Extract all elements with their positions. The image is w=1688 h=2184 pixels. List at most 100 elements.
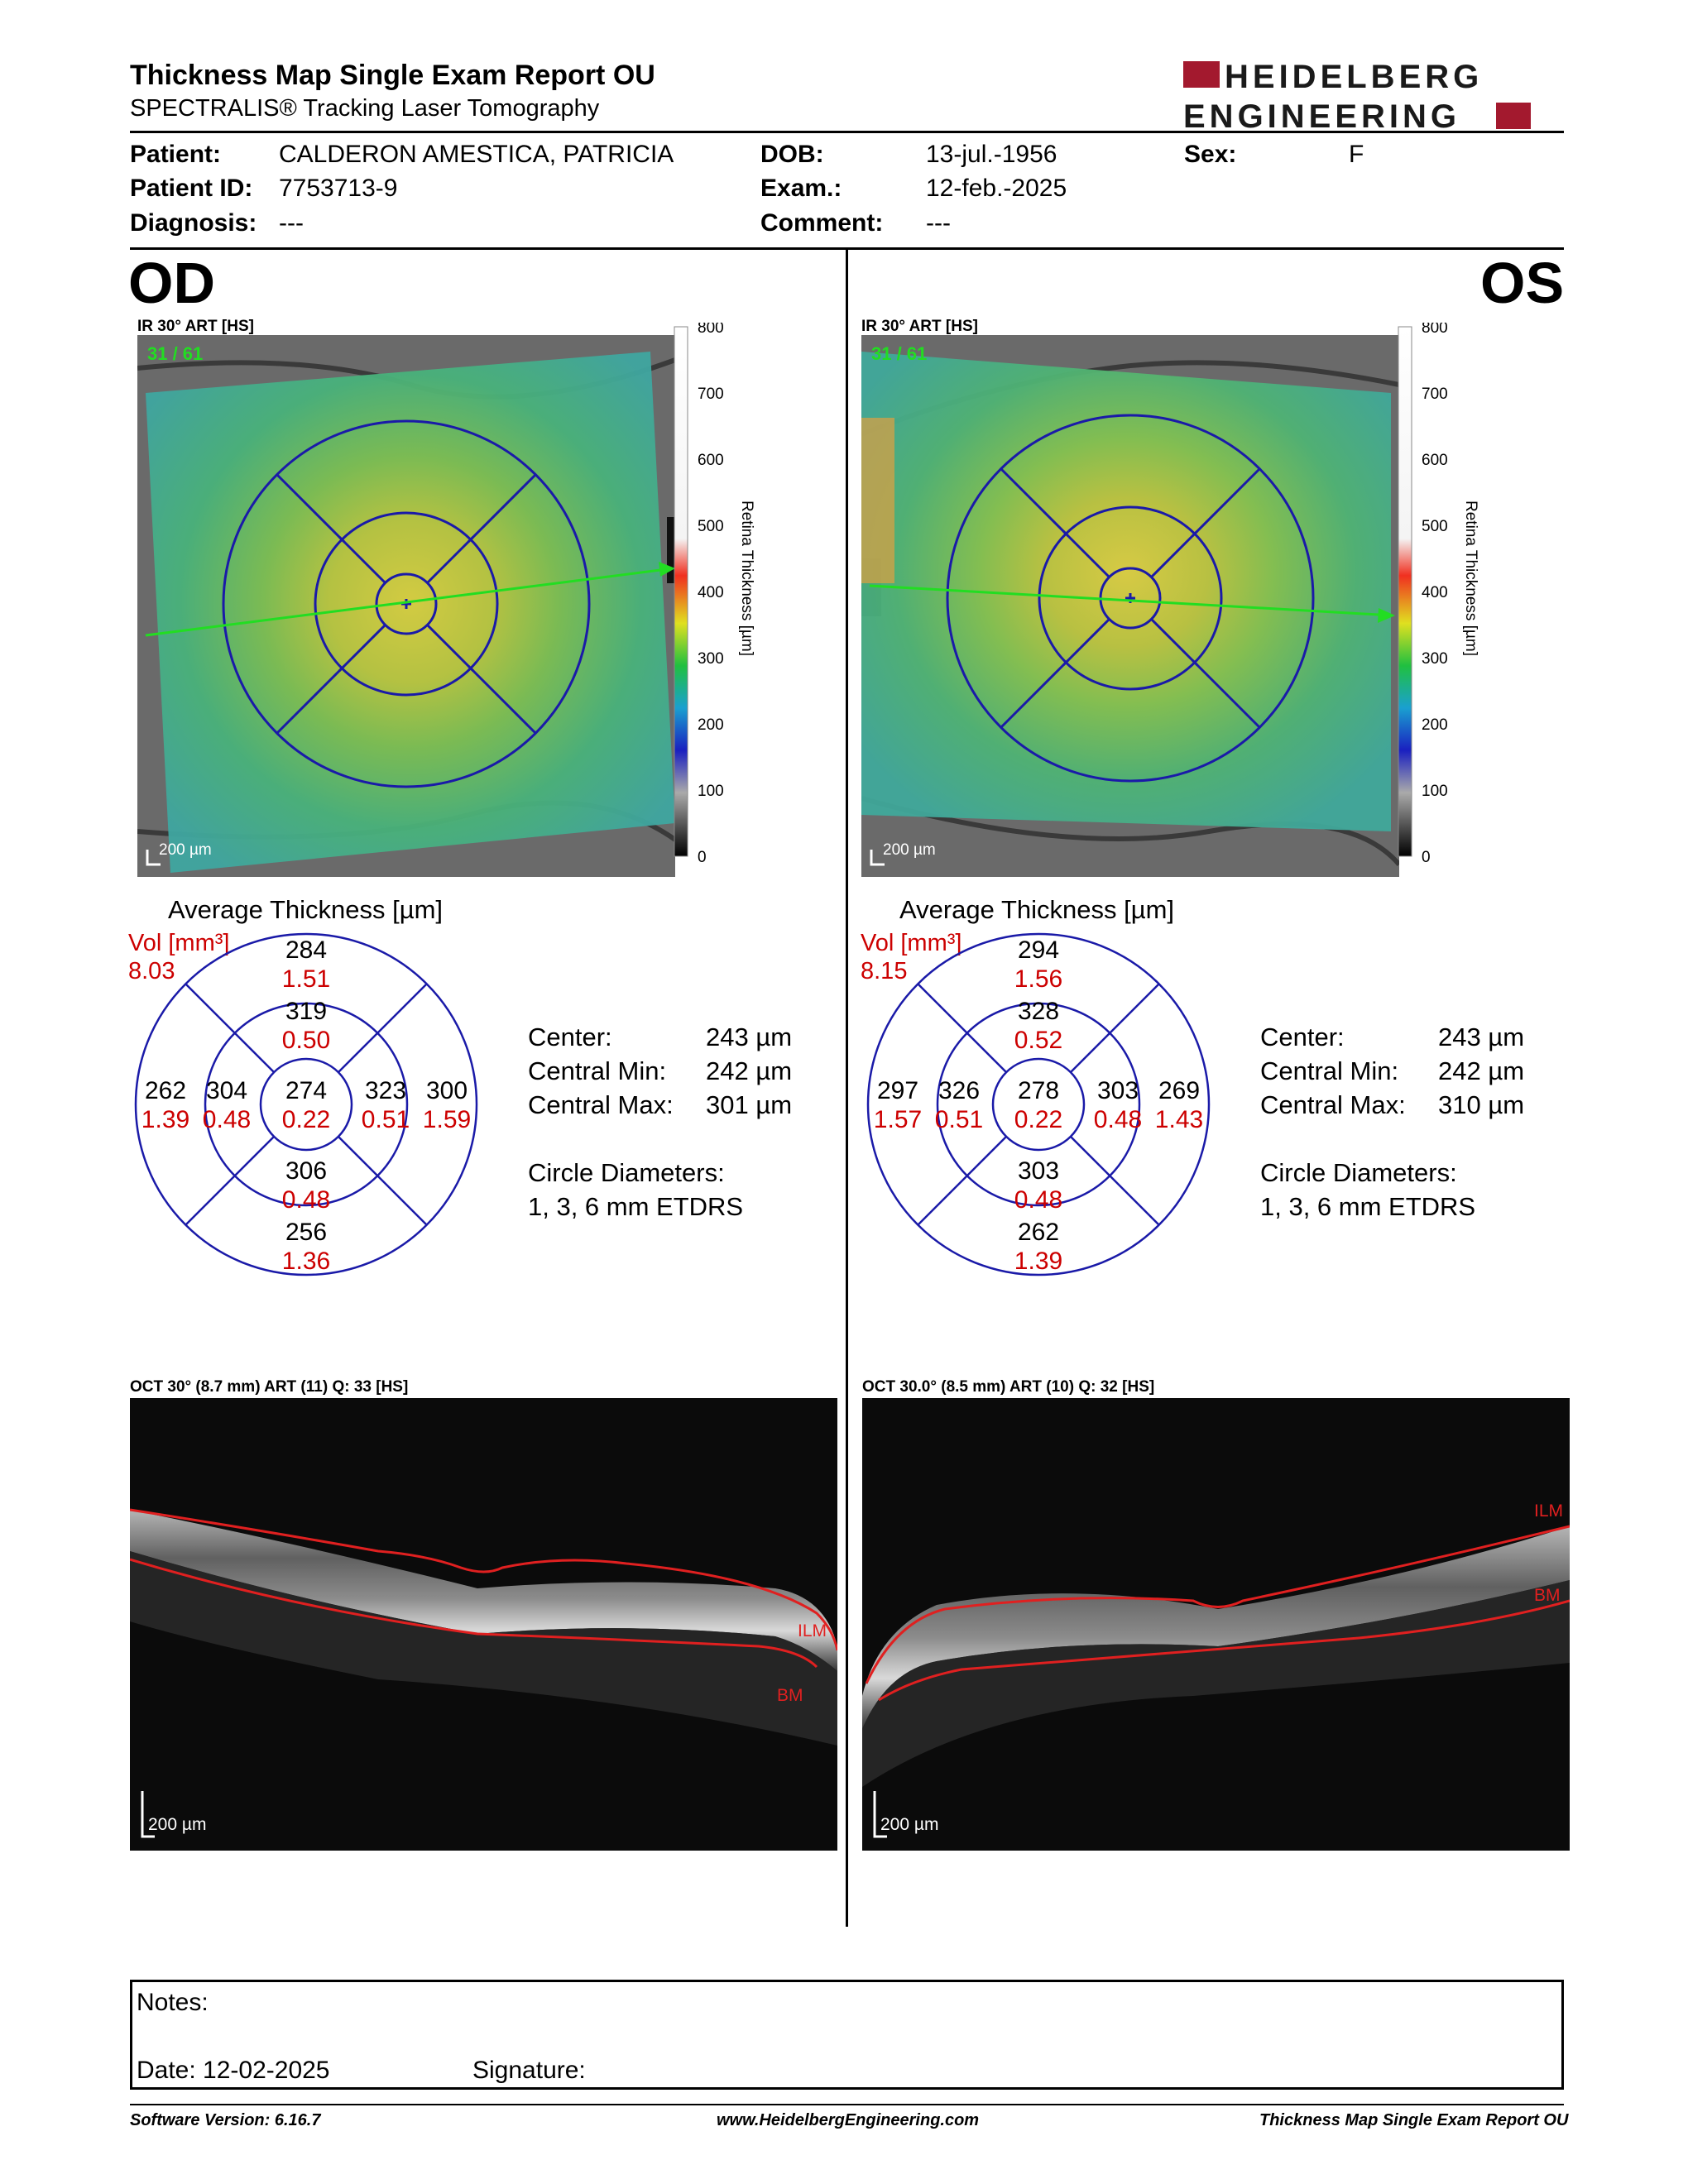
od-tick-200: 200 <box>698 716 724 734</box>
os-thickness-map: 31 / 61 200 µm <box>861 335 1399 877</box>
logo-text-2: ENGINEERING <box>1183 98 1460 132</box>
os-outer-sup-thickness: 294 <box>1018 936 1059 964</box>
os-min-label: Central Min: <box>1260 1056 1399 1085</box>
od-tick-800: 800 <box>698 323 724 337</box>
od-ilm-label: ILM <box>798 1621 827 1640</box>
od-inner-left-thickness: 304 <box>206 1077 247 1104</box>
exam-value: 12-feb.-2025 <box>926 175 1067 202</box>
patient-label: Patient: <box>130 141 222 168</box>
os-outer-inf-thickness: 262 <box>1018 1219 1059 1246</box>
patient-name: CALDERON AMESTICA, PATRICIA <box>279 141 674 168</box>
os-ilm-label: ILM <box>1534 1502 1563 1521</box>
dob-value: 13-jul.-1956 <box>926 141 1057 168</box>
od-tick-300: 300 <box>698 650 724 668</box>
od-inner-right-thickness: 323 <box>365 1077 406 1104</box>
logo-text-1: HEIDELBERG <box>1225 60 1483 95</box>
footer-report-title: Thickness Map Single Exam Report OU <box>1259 2111 1569 2129</box>
od-oct-scale: 200 µm <box>148 1815 206 1834</box>
od-tick-0: 0 <box>698 849 707 866</box>
os-avg-title: Average Thickness [µm] <box>899 895 1175 924</box>
os-inner-inf-thickness: 303 <box>1018 1157 1059 1185</box>
header-divider <box>130 131 1564 133</box>
center-divider <box>846 250 848 1927</box>
website-link[interactable]: www.HeidelbergEngineering.com <box>717 2111 980 2129</box>
os-center-label: Center: <box>1260 1023 1345 1051</box>
od-vol-label: Vol [mm³] <box>128 930 230 956</box>
os-circle-value: 1, 3, 6 mm ETDRS <box>1260 1192 1476 1221</box>
od-inner-left-volume: 0.48 <box>203 1106 251 1133</box>
os-min-value: 242 µm <box>1438 1056 1525 1085</box>
eye-label-od: OD <box>128 251 215 315</box>
os-outer-left-volume: 1.57 <box>874 1106 922 1133</box>
od-min-label: Central Min: <box>528 1056 667 1085</box>
od-etdrs-grid: 284 1.51 319 0.50 274 0.22 304 0.48 323 … <box>134 932 478 1276</box>
heidelberg-logo: HEIDELBERG ENGINEERING <box>1183 60 1531 132</box>
od-outer-sup-thickness: 284 <box>285 936 327 964</box>
os-etdrs-grid: 294 1.56 328 0.52 278 0.22 326 0.51 303 … <box>866 932 1211 1276</box>
info-divider <box>130 247 1564 250</box>
od-bm-label: BM <box>777 1686 803 1705</box>
od-inner-sup-thickness: 319 <box>285 998 327 1025</box>
os-tick-600: 600 <box>1422 452 1448 469</box>
od-vol-total: 8.03 <box>128 958 175 984</box>
od-scale-label: 200 µm <box>159 841 212 859</box>
od-colorbar: 800 700 600 500 400 300 200 100 0 Retina… <box>674 323 755 866</box>
od-outer-left-thickness: 262 <box>145 1077 186 1104</box>
od-oct-title: OCT 30° (8.7 mm) ART (11) Q: 33 [HS] <box>130 1378 409 1396</box>
od-tick-600: 600 <box>698 452 724 469</box>
notes-label: Notes: <box>137 1989 209 2016</box>
od-outer-right-thickness: 300 <box>426 1077 468 1104</box>
notes-box[interactable] <box>130 1980 1564 2090</box>
patient-id-label: Patient ID: <box>130 175 253 202</box>
eye-label-os: OS <box>1480 251 1565 315</box>
os-inner-sup-thickness: 328 <box>1018 998 1059 1025</box>
os-circle-label: Circle Diameters: <box>1260 1158 1457 1187</box>
os-inner-right-thickness: 303 <box>1097 1077 1139 1104</box>
od-min-value: 242 µm <box>706 1056 793 1085</box>
comment-label: Comment: <box>760 209 884 237</box>
od-outer-right-volume: 1.59 <box>423 1106 471 1133</box>
report-subtitle: SPECTRALIS® Tracking Laser Tomography <box>130 95 600 122</box>
os-tick-500: 500 <box>1422 518 1448 535</box>
sex-value: F <box>1349 141 1364 168</box>
dob-label: DOB: <box>760 141 824 168</box>
os-scale-label: 200 µm <box>883 841 936 859</box>
os-outer-left-thickness: 297 <box>877 1077 918 1104</box>
os-max-value: 310 µm <box>1438 1090 1525 1119</box>
od-outer-left-volume: 1.39 <box>141 1106 189 1133</box>
patient-id: 7753713-9 <box>279 175 398 202</box>
os-oct-scale: 200 µm <box>880 1815 938 1834</box>
os-outer-inf-volume: 1.39 <box>1014 1248 1062 1275</box>
od-tick-100: 100 <box>698 783 724 800</box>
os-colorbar-label: Retina Thickness [µm] <box>1462 500 1479 656</box>
od-tick-700: 700 <box>698 386 724 403</box>
os-bm-label: BM <box>1534 1586 1561 1605</box>
od-oct-bscan: ILM BM 200 µm <box>130 1398 837 1851</box>
os-tick-100: 100 <box>1422 783 1448 800</box>
od-outer-sup-volume: 1.51 <box>282 965 330 993</box>
os-inner-right-volume: 0.48 <box>1094 1106 1142 1133</box>
os-outer-right-volume: 1.43 <box>1155 1106 1203 1133</box>
os-tick-0: 0 <box>1422 849 1431 866</box>
os-tick-200: 200 <box>1422 716 1448 734</box>
os-center-volume: 0.22 <box>1014 1106 1062 1133</box>
os-center-thickness: 278 <box>1018 1077 1059 1104</box>
od-outer-inf-thickness: 256 <box>285 1219 327 1246</box>
diagnosis-value: --- <box>279 209 304 237</box>
od-max-label: Central Max: <box>528 1090 674 1119</box>
od-circle-label: Circle Diameters: <box>528 1158 725 1187</box>
os-vol-total: 8.15 <box>861 958 908 984</box>
os-outer-sup-volume: 1.56 <box>1014 965 1062 993</box>
software-version: Software Version: 6.16.7 <box>130 2111 321 2129</box>
od-inner-inf-thickness: 306 <box>285 1157 327 1185</box>
os-outer-right-thickness: 269 <box>1158 1077 1200 1104</box>
od-thickness-map: 31 / 61 200 µm <box>137 335 675 877</box>
comment-value: --- <box>926 209 951 237</box>
date-label: Date: 12-02-2025 <box>137 2057 330 2084</box>
os-oct-title: OCT 30.0° (8.5 mm) ART (10) Q: 32 [HS] <box>862 1378 1155 1396</box>
sex-label: Sex: <box>1184 141 1237 168</box>
od-inner-sup-volume: 0.50 <box>282 1027 330 1054</box>
os-oct-bscan: ILM BM 200 µm <box>862 1398 1570 1851</box>
os-tick-800: 800 <box>1422 323 1448 337</box>
od-colorbar-label: Retina Thickness [µm] <box>738 500 755 656</box>
